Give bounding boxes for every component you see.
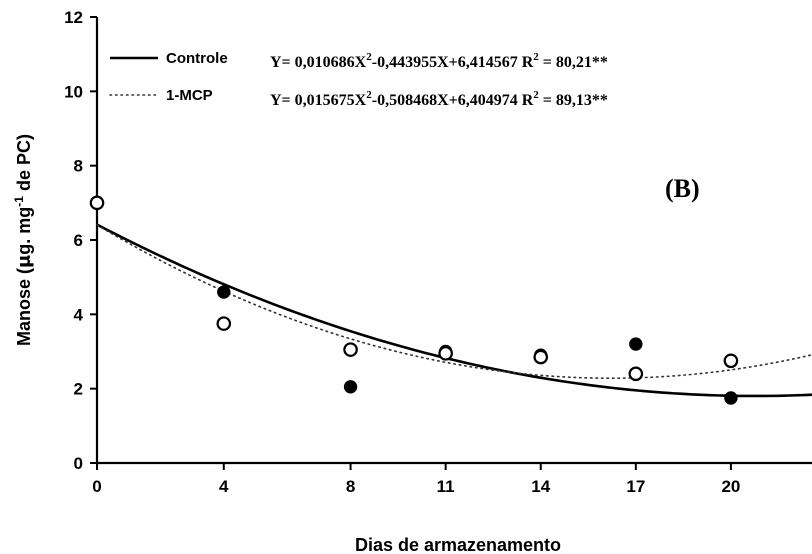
y-tick-label-8: 8 — [74, 157, 83, 176]
legend: Controle 1-MCP — [109, 50, 228, 104]
x-tick-label-14: 14 — [531, 477, 550, 496]
y-tick-label-0: 0 — [74, 454, 83, 473]
data-points — [89, 195, 739, 405]
y-tick-label-12: 12 — [64, 8, 83, 27]
point-1-mcp-17 — [628, 366, 644, 382]
legend-label-controle: Controle — [166, 50, 228, 67]
axis-ticks: 0481114172023024681012 — [64, 8, 740, 496]
fit-curve-1-mcp — [96, 224, 812, 380]
y-tick-label-2: 2 — [74, 380, 83, 399]
equation-1-mcp: Y= 0,015675X2-0,508468X+6,404974 R2 = 89… — [270, 89, 608, 109]
panel-label: (B) — [665, 174, 700, 203]
point-1-mcp-4 — [216, 316, 232, 331]
point-1-mcp-8 — [343, 342, 358, 357]
point-1-mcp-11 — [438, 346, 453, 361]
point-1-mcp-20 — [723, 353, 739, 369]
point-controle-20 — [724, 391, 738, 405]
y-tick-label-6: 6 — [74, 231, 83, 250]
x-tick-label-17: 17 — [626, 477, 645, 496]
x-tick-label-8: 8 — [346, 477, 355, 496]
point-1-mcp-0 — [89, 195, 105, 211]
point-1-mcp-14 — [533, 349, 549, 365]
x-tick-label-20: 20 — [721, 477, 740, 496]
x-tick-label-11: 11 — [437, 477, 455, 496]
x-tick-label-4: 4 — [219, 477, 229, 496]
point-controle-17 — [629, 337, 643, 351]
x-tick-label-0: 0 — [92, 477, 101, 496]
legend-label-1-mcp: 1-MCP — [166, 87, 213, 104]
y-axis-title: Manose (μg. mg-1 de PC) — [12, 134, 35, 346]
point-controle-8 — [343, 380, 358, 394]
fit-curve-controle — [96, 223, 812, 398]
x-axis-title: Dias de armazenamento — [355, 535, 561, 554]
y-tick-label-10: 10 — [64, 82, 83, 101]
y-tick-label-4: 4 — [74, 305, 84, 324]
equation-controle: Y= 0,010686X2-0,443955X+6,414567 R2 = 80… — [270, 51, 608, 71]
point-controle-4 — [217, 285, 231, 299]
